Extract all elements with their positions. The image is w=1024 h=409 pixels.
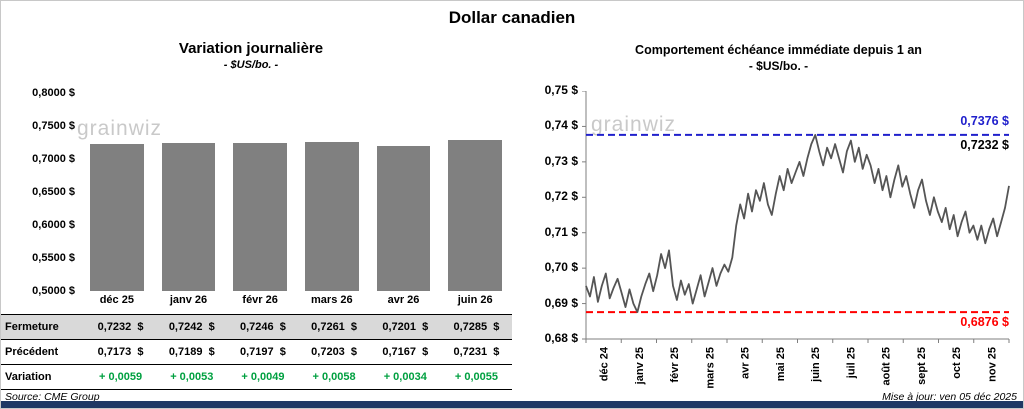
y-axis-label: 0,5000 $ — [32, 285, 75, 297]
bar-janv 26 — [161, 143, 216, 291]
x-axis-label: janv 26 — [169, 294, 208, 306]
y-axis-label: 0,5500 $ — [32, 252, 75, 264]
x-axis-label: févr 26 — [242, 294, 278, 306]
x-axis-label: juil 25 — [845, 347, 857, 379]
table-cell: 0,7231 $ — [453, 346, 500, 358]
table-cell: + 0,0059 — [99, 371, 143, 383]
table-cell: 0,7203 $ — [311, 346, 358, 358]
table-cell: 0,7201 $ — [382, 321, 429, 333]
left-chart-x-axis: déc 25 janv 26 févr 26 mars 26 avr 26 juin 26 — [81, 294, 511, 311]
source-note: Source: CME Group — [5, 391, 100, 403]
y-axis-label: 0,72 $ — [544, 189, 578, 204]
y-axis-label: 0,69 $ — [544, 295, 578, 310]
table-cell: + 0,0058 — [312, 371, 356, 383]
x-axis-label: déc 25 — [99, 294, 134, 306]
table-cell: + 0,0049 — [241, 371, 285, 383]
resistance-value-label: 0,7376 $ — [960, 114, 1009, 128]
table-row-label: Variation — [5, 371, 52, 383]
x-axis-label: sept 25 — [916, 347, 928, 385]
current-value-label: 0,7232 $ — [960, 138, 1009, 152]
y-axis-label: 0,73 $ — [544, 153, 578, 168]
x-axis-label: août 25 — [881, 347, 893, 386]
x-axis-label: avr 25 — [740, 347, 752, 379]
table-row-label: Précédent — [5, 346, 59, 358]
table-cell: + 0,0055 — [454, 371, 498, 383]
table-row-label: Fermeture — [5, 321, 59, 333]
left-bar-chart-plot — [81, 93, 511, 291]
y-axis-label: 0,74 $ — [544, 118, 578, 133]
left-chart-title: Variation journalière — [178, 40, 324, 57]
line-chart-plot: déc 24 janv 25 févr 25 mars 25 avr 25 mai 25 j… — [582, 91, 1010, 389]
x-axis-label: mars 26 — [311, 294, 353, 306]
y-axis-label: 0,71 $ — [544, 224, 578, 239]
update-date-note: Mise à jour: ven 05 déc 2025 — [882, 391, 1017, 403]
table-cell: 0,7285 $ — [453, 321, 500, 333]
bar-avr 26 — [376, 145, 431, 291]
table-row-précédent: Précédent 0,7173 $ 0,7189 $ 0,7197 $ 0,7203 … — [1, 339, 512, 364]
table-cell: 0,7261 $ — [311, 321, 358, 333]
table-cell: 0,7246 $ — [239, 321, 286, 333]
support-value-label: 0,6876 $ — [960, 315, 1009, 329]
price-line-series — [585, 134, 1010, 314]
y-axis-label: 0,8000 $ — [32, 87, 75, 99]
x-axis-label: oct 25 — [951, 347, 963, 379]
left-chart-subtitle: - $US/bo. - — [223, 59, 279, 71]
table-row-variation: Variation + 0,0059 + 0,0053 + 0,0049 + 0,005… — [1, 364, 512, 389]
left-chart-y-axis: 0,8000 $ 0,7500 $ 0,7000 $ 0,6500 $ 0,6000 $… — [17, 1, 75, 408]
table-cell: 0,7167 $ — [382, 346, 429, 358]
bar-mars 26 — [305, 141, 359, 291]
table-cell: + 0,0034 — [383, 371, 427, 383]
x-axis-label: déc 24 — [599, 346, 611, 381]
right-chart-y-axis: 0,75 $ 0,74 $ 0,73 $ 0,72 $ 0,71 $ 0,70 $ 0,69… — [521, 1, 578, 408]
grainwiz-watermark-left: grainwiz — [77, 117, 163, 140]
futures-quotes-table: Fermeture 0,7232 $ 0,7242 $ 0,7246 $ 0,7261 … — [1, 314, 512, 390]
bar-juin 26 — [448, 140, 502, 291]
table-cell: 0,7173 $ — [97, 346, 144, 358]
x-axis-label: juin 25 — [810, 347, 822, 383]
y-axis-label: 0,68 $ — [544, 331, 578, 345]
right-chart-title: Comportement échéance immédiate depuis 1… — [635, 43, 922, 57]
table-cell: 0,7232 $ — [97, 321, 144, 333]
x-axis-label: juin 26 — [457, 294, 493, 306]
table-cell: + 0,0053 — [170, 371, 214, 383]
y-axis-label: 0,6500 $ — [32, 186, 75, 198]
y-axis-label: 0,70 $ — [544, 260, 578, 275]
page-title: Dollar canadien — [448, 8, 576, 27]
table-cell: 0,7189 $ — [168, 346, 215, 358]
table-cell: 0,7242 $ — [168, 321, 215, 333]
x-axis-label: mai 25 — [775, 347, 787, 381]
grainwiz-watermark-right: grainwiz — [591, 113, 677, 136]
x-axis-label: févr 25 — [669, 347, 681, 382]
bar-févr 26 — [233, 142, 287, 291]
table-row-fermeture: Fermeture 0,7232 $ 0,7242 $ 0,7246 $ 0,7261 … — [1, 314, 512, 339]
bar-déc 25 — [90, 143, 144, 291]
footer-bar — [1, 401, 1023, 408]
right-chart-subtitle: - $US/bo. - — [748, 59, 809, 73]
table-cell: 0,7197 $ — [239, 346, 286, 358]
y-axis-label: 0,75 $ — [544, 83, 578, 97]
x-axis-label: avr 26 — [387, 294, 420, 306]
x-axis-label: mars 25 — [704, 347, 716, 389]
y-axis-label: 0,7000 $ — [32, 153, 75, 165]
y-axis-label: 0,7500 $ — [32, 120, 75, 132]
y-axis-label: 0,6000 $ — [32, 219, 75, 231]
x-axis-label: janv 25 — [634, 347, 646, 385]
x-axis-label: nov 25 — [986, 347, 998, 382]
